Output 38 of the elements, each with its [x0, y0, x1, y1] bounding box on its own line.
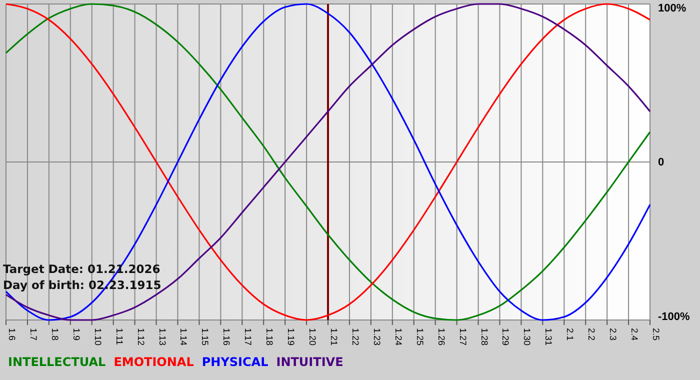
text: INTUITIVE [276, 355, 344, 369]
x-tick-label: 1.12 [136, 328, 146, 346]
x-tick-label: 1.19 [286, 328, 296, 346]
x-tick-label: 1.28 [479, 328, 490, 346]
x-tick-label: 1.10 [92, 328, 103, 346]
x-tick-label: 2.5 [651, 328, 661, 341]
x-tick-label: 1.9 [71, 328, 82, 341]
x-tick-label: 1.20 [308, 328, 318, 346]
x-tick-label: 1.16 [222, 328, 232, 346]
y-tick-label: 0 [658, 156, 664, 169]
y-tick-label: -100% [658, 311, 690, 323]
x-tick-label: 1.17 [243, 328, 254, 346]
x-tick-label: 1.27 [458, 328, 468, 346]
x-tick-label: 1.30 [522, 328, 532, 346]
x-tick-label: 1.25 [414, 328, 425, 346]
x-tick-label: 1.11 [114, 328, 124, 345]
x-tick-label: 1.26 [436, 328, 446, 346]
x-tick-label: 1.6 [7, 328, 17, 341]
x-tick-label: 1.24 [393, 328, 404, 346]
x-tick-label: 1.18 [264, 328, 275, 346]
x-tick-label: 1.15 [200, 328, 210, 346]
x-tick-label: 1.22 [350, 328, 360, 346]
x-tick-label: 1.14 [178, 328, 189, 346]
x-tick-label: 1.23 [372, 328, 382, 346]
x-tick-label: 1.8 [50, 328, 60, 341]
x-tick-label: 2.2 [586, 328, 597, 341]
x-tick-label: 1.13 [157, 328, 168, 346]
x-tick-label: 1.31 [544, 328, 554, 346]
text: PHYSICAL [202, 355, 269, 369]
text: EMOTIONAL [114, 355, 194, 369]
text: INTELLECTUAL [8, 355, 106, 369]
x-tick-label: 2.1 [565, 328, 576, 341]
x-tick-label: 1.7 [28, 328, 38, 341]
x-tick-label: 2.4 [630, 328, 640, 341]
y-tick-label: 100% [658, 2, 686, 15]
x-tick-label: 1.21 [329, 328, 339, 346]
x-tick-label: 1.29 [500, 328, 511, 346]
x-tick-label: 2.3 [608, 328, 618, 341]
